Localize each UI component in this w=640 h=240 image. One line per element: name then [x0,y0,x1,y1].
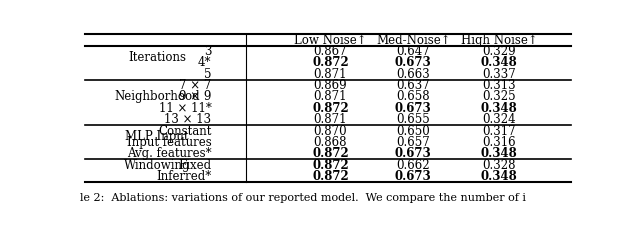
Text: MLP Input: MLP Input [125,130,189,143]
Text: 0.348: 0.348 [481,170,518,183]
Text: 0.348: 0.348 [481,56,518,69]
Text: 0.870: 0.870 [314,125,348,138]
Text: 5: 5 [204,68,211,81]
Text: 0.673: 0.673 [395,102,432,115]
Text: 0.662: 0.662 [397,159,430,172]
Text: 0.316: 0.316 [483,136,516,149]
Text: 0.655: 0.655 [396,113,430,126]
Text: 0.871: 0.871 [314,90,348,103]
Text: 0.871: 0.871 [314,113,348,126]
Text: High Noise↑: High Noise↑ [461,34,538,47]
Text: Windowing: Windowing [124,159,190,172]
Text: 0.872: 0.872 [312,170,349,183]
Text: 0.637: 0.637 [396,79,430,92]
Text: 0.325: 0.325 [483,90,516,103]
Text: Constant: Constant [158,125,211,138]
Text: 0.317: 0.317 [483,125,516,138]
Text: Iterations: Iterations [128,51,186,64]
Text: 13 × 13: 13 × 13 [164,113,211,126]
Text: 0.871: 0.871 [314,68,348,81]
Text: 0.313: 0.313 [483,79,516,92]
Text: 0.324: 0.324 [483,113,516,126]
Text: Inferred*: Inferred* [156,170,211,183]
Text: 9 × 9: 9 × 9 [179,90,211,103]
Text: 11 × 11*: 11 × 11* [159,102,211,115]
Text: 0.337: 0.337 [483,68,516,81]
Text: Input features: Input features [127,136,211,149]
Text: 0.657: 0.657 [396,136,430,149]
Text: 0.647: 0.647 [396,45,430,58]
Text: Med-Noise↑: Med-Noise↑ [376,34,451,47]
Text: 0.868: 0.868 [314,136,348,149]
Text: 0.328: 0.328 [483,159,516,172]
Text: 0.673: 0.673 [395,147,432,160]
Text: 0.869: 0.869 [314,79,348,92]
Text: 0.867: 0.867 [314,45,348,58]
Text: 0.329: 0.329 [483,45,516,58]
Text: 0.673: 0.673 [395,56,432,69]
Text: 7 × 7: 7 × 7 [179,79,211,92]
Text: 0.658: 0.658 [397,90,430,103]
Text: 0.663: 0.663 [396,68,430,81]
Text: Avg. features*: Avg. features* [127,147,211,160]
Text: 0.673: 0.673 [395,170,432,183]
Text: 0.650: 0.650 [396,125,430,138]
Text: 0.348: 0.348 [481,147,518,160]
Text: Fixed: Fixed [179,159,211,172]
Text: Neighborhood: Neighborhood [114,90,200,103]
Text: le 2:  Ablations: variations of our reported model.  We compare the number of i: le 2: Ablations: variations of our repor… [80,193,526,203]
Text: Low Noise↑: Low Noise↑ [294,34,367,47]
Text: 0.872: 0.872 [312,56,349,69]
Text: 4*: 4* [198,56,211,69]
Text: 0.872: 0.872 [312,102,349,115]
Text: 0.348: 0.348 [481,102,518,115]
Text: 0.872: 0.872 [312,147,349,160]
Text: 0.872: 0.872 [312,159,349,172]
Text: 3: 3 [204,45,211,58]
